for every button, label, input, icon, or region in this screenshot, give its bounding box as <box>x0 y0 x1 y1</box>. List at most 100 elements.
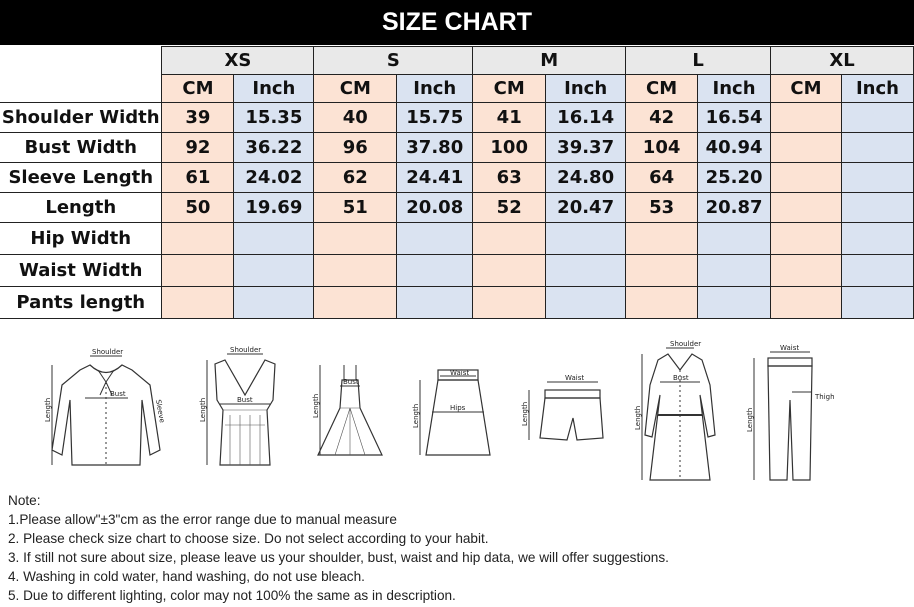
cm-value-cell <box>770 222 842 255</box>
unit-header-cm: CM <box>625 74 699 103</box>
svg-text:Bust: Bust <box>237 396 253 404</box>
cm-value-cell: 63 <box>472 162 547 193</box>
coat-diagram: Shoulder Bust Length <box>634 340 716 481</box>
cm-value-cell: 104 <box>625 132 699 163</box>
unit-header-inch: Inch <box>840 74 914 103</box>
cm-value-cell: 41 <box>472 102 547 133</box>
inch-value-cell <box>396 222 474 255</box>
inch-value-cell: 37.80 <box>396 132 474 163</box>
cm-value-cell <box>625 222 699 255</box>
measurement-diagrams: Shoulder Bust Length Sleeve Shoulder Bus… <box>0 340 914 490</box>
cm-value-cell: 100 <box>472 132 547 163</box>
svg-text:Length: Length <box>521 402 529 426</box>
cm-value-cell: 40 <box>313 102 398 133</box>
svg-text:Waist: Waist <box>780 344 799 352</box>
cm-value-cell <box>770 162 842 193</box>
inch-value-cell <box>396 254 474 287</box>
cm-value-cell <box>770 254 842 287</box>
table-row: Pants length <box>0 286 914 319</box>
cm-value-cell <box>472 286 547 319</box>
inch-value-cell: 20.87 <box>697 192 772 223</box>
inch-value-cell: 16.54 <box>697 102 772 133</box>
cm-value-cell <box>161 286 235 319</box>
cm-value-cell <box>161 222 235 255</box>
table-row: Bust Width 92 36.22 96 37.80 100 39.37 104 40.94 <box>0 132 914 163</box>
table-row: Hip Width <box>0 222 914 255</box>
cm-value-cell <box>313 222 398 255</box>
cm-value-cell <box>472 254 547 287</box>
inch-value-cell: 25.20 <box>697 162 772 193</box>
size-chart-title: SIZE CHART <box>0 0 914 45</box>
svg-text:Length: Length <box>199 398 207 422</box>
row-label: Hip Width <box>0 222 163 255</box>
inch-value-cell: 19.69 <box>233 192 315 223</box>
svg-text:Waist: Waist <box>450 369 469 377</box>
size-header-xs: XS <box>161 46 315 75</box>
svg-text:Length: Length <box>634 406 642 430</box>
notes-heading: Note: <box>8 493 41 508</box>
tank-diagram: Shoulder Bust Length <box>199 346 276 466</box>
inch-value-cell <box>697 286 772 319</box>
svg-text:Sleeve: Sleeve <box>154 399 166 423</box>
row-label: Pants length <box>0 286 163 319</box>
size-table: XS S M L XL CM Inch CM Inch CM Inch CM Inch CM In… <box>0 46 914 319</box>
pants-diagram: Waist Thigh Length <box>746 344 835 481</box>
cm-value-cell: 39 <box>161 102 235 133</box>
note-item: 3. If still not sure about size, please … <box>8 550 669 565</box>
cm-value-cell <box>625 286 699 319</box>
cm-value-cell: 61 <box>161 162 235 193</box>
inch-value-cell <box>233 286 315 319</box>
inch-value-cell: 39.37 <box>545 132 627 163</box>
skirt-diagram: Waist Hips Length <box>412 369 491 456</box>
inch-value-cell <box>545 286 627 319</box>
inch-value-cell: 24.41 <box>396 162 474 193</box>
inch-value-cell <box>840 132 914 163</box>
cm-value-cell <box>625 254 699 287</box>
cm-value-cell <box>161 254 235 287</box>
size-header-l: L <box>625 46 772 75</box>
size-header-s: S <box>313 46 474 75</box>
unit-header-cm: CM <box>313 74 398 103</box>
cm-value-cell: 52 <box>472 192 547 223</box>
unit-header-inch: Inch <box>545 74 627 103</box>
inch-value-cell: 24.80 <box>545 162 627 193</box>
row-label: Bust Width <box>0 132 163 163</box>
inch-value-cell <box>396 286 474 319</box>
cm-value-cell: 53 <box>625 192 699 223</box>
cm-value-cell <box>770 102 842 133</box>
unit-header-cm: CM <box>770 74 842 103</box>
dress-diagram: Bust Length <box>312 365 383 456</box>
svg-text:Length: Length <box>312 394 320 418</box>
cm-value-cell: 42 <box>625 102 699 133</box>
unit-header-cm: CM <box>161 74 235 103</box>
svg-text:Shoulder: Shoulder <box>230 346 261 354</box>
inch-value-cell <box>840 192 914 223</box>
cm-value-cell <box>770 132 842 163</box>
svg-text:Bust: Bust <box>343 378 359 386</box>
svg-text:Bust: Bust <box>673 374 689 382</box>
unit-header-cm: CM <box>472 74 547 103</box>
cm-value-cell <box>770 192 842 223</box>
inch-value-cell: 15.35 <box>233 102 315 133</box>
cm-value-cell: 96 <box>313 132 398 163</box>
svg-text:Length: Length <box>412 404 420 428</box>
shirt-diagram: Shoulder Bust Length Sleeve <box>44 348 166 466</box>
cm-value-cell <box>472 222 547 255</box>
row-label: Sleeve Length <box>0 162 163 193</box>
cm-value-cell <box>770 286 842 319</box>
inch-value-cell <box>840 162 914 193</box>
unit-header-inch: Inch <box>396 74 474 103</box>
svg-text:Length: Length <box>44 398 52 422</box>
table-row: Length 50 19.69 51 20.08 52 20.47 53 20.87 <box>0 192 914 223</box>
inch-value-cell: 40.94 <box>697 132 772 163</box>
inch-value-cell: 20.47 <box>545 192 627 223</box>
unit-header-inch: Inch <box>697 74 772 103</box>
inch-value-cell <box>697 222 772 255</box>
note-item: 2. Please check size chart to choose siz… <box>8 531 489 546</box>
inch-value-cell <box>233 222 315 255</box>
svg-text:Shoulder: Shoulder <box>670 340 701 348</box>
table-row: Sleeve Length 61 24.02 62 24.41 63 24.80 64 25.2… <box>0 162 914 193</box>
cm-value-cell: 62 <box>313 162 398 193</box>
corner-cell <box>0 46 163 103</box>
svg-text:Length: Length <box>746 408 754 432</box>
